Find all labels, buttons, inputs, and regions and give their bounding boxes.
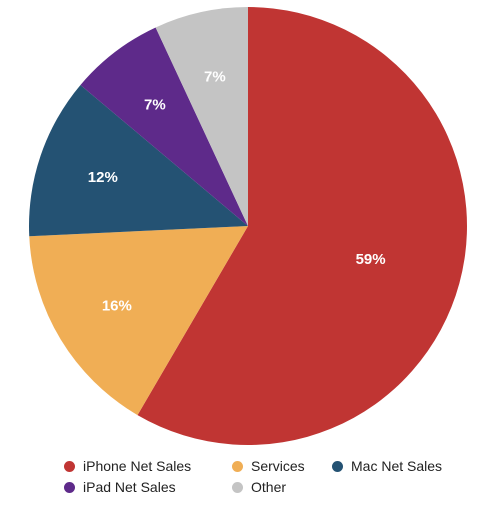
legend-swatch bbox=[64, 460, 75, 472]
legend-item-ipad: iPad Net Sales bbox=[64, 479, 176, 495]
legend-label: iPhone Net Sales bbox=[83, 458, 192, 474]
legend-item-iphone: iPhone Net Sales bbox=[64, 458, 191, 474]
legend-label: iPad Net Sales bbox=[83, 479, 176, 495]
legend-swatch bbox=[332, 460, 343, 472]
legend-swatch bbox=[64, 481, 75, 493]
legend-item-other: Other bbox=[232, 479, 286, 495]
slice-percent-label: 7% bbox=[204, 68, 226, 85]
slice-percent-label: 59% bbox=[356, 251, 386, 268]
legend-swatch bbox=[232, 460, 243, 472]
pie-slice-other bbox=[155, 7, 248, 226]
pie-slice-ipad-net-sales bbox=[80, 27, 249, 226]
legend-item-mac: Mac Net Sales bbox=[332, 458, 442, 474]
slice-percent-label: 16% bbox=[102, 297, 132, 314]
pie-slice-iphone-net-sales bbox=[137, 7, 468, 446]
legend-label: Services bbox=[251, 458, 305, 474]
pie-chart: 59% 16% 12% 7% 7% bbox=[28, 7, 468, 446]
pie-slice-mac-net-sales bbox=[28, 84, 248, 237]
slice-percent-label: 7% bbox=[144, 96, 166, 113]
legend-label: Other bbox=[251, 479, 287, 495]
legend-swatch bbox=[232, 481, 243, 493]
legend-label: Mac Net Sales bbox=[351, 458, 443, 474]
pie-slice-services bbox=[29, 226, 248, 416]
legend-item-services: Services bbox=[232, 458, 305, 474]
slice-percent-label: 12% bbox=[88, 169, 118, 186]
